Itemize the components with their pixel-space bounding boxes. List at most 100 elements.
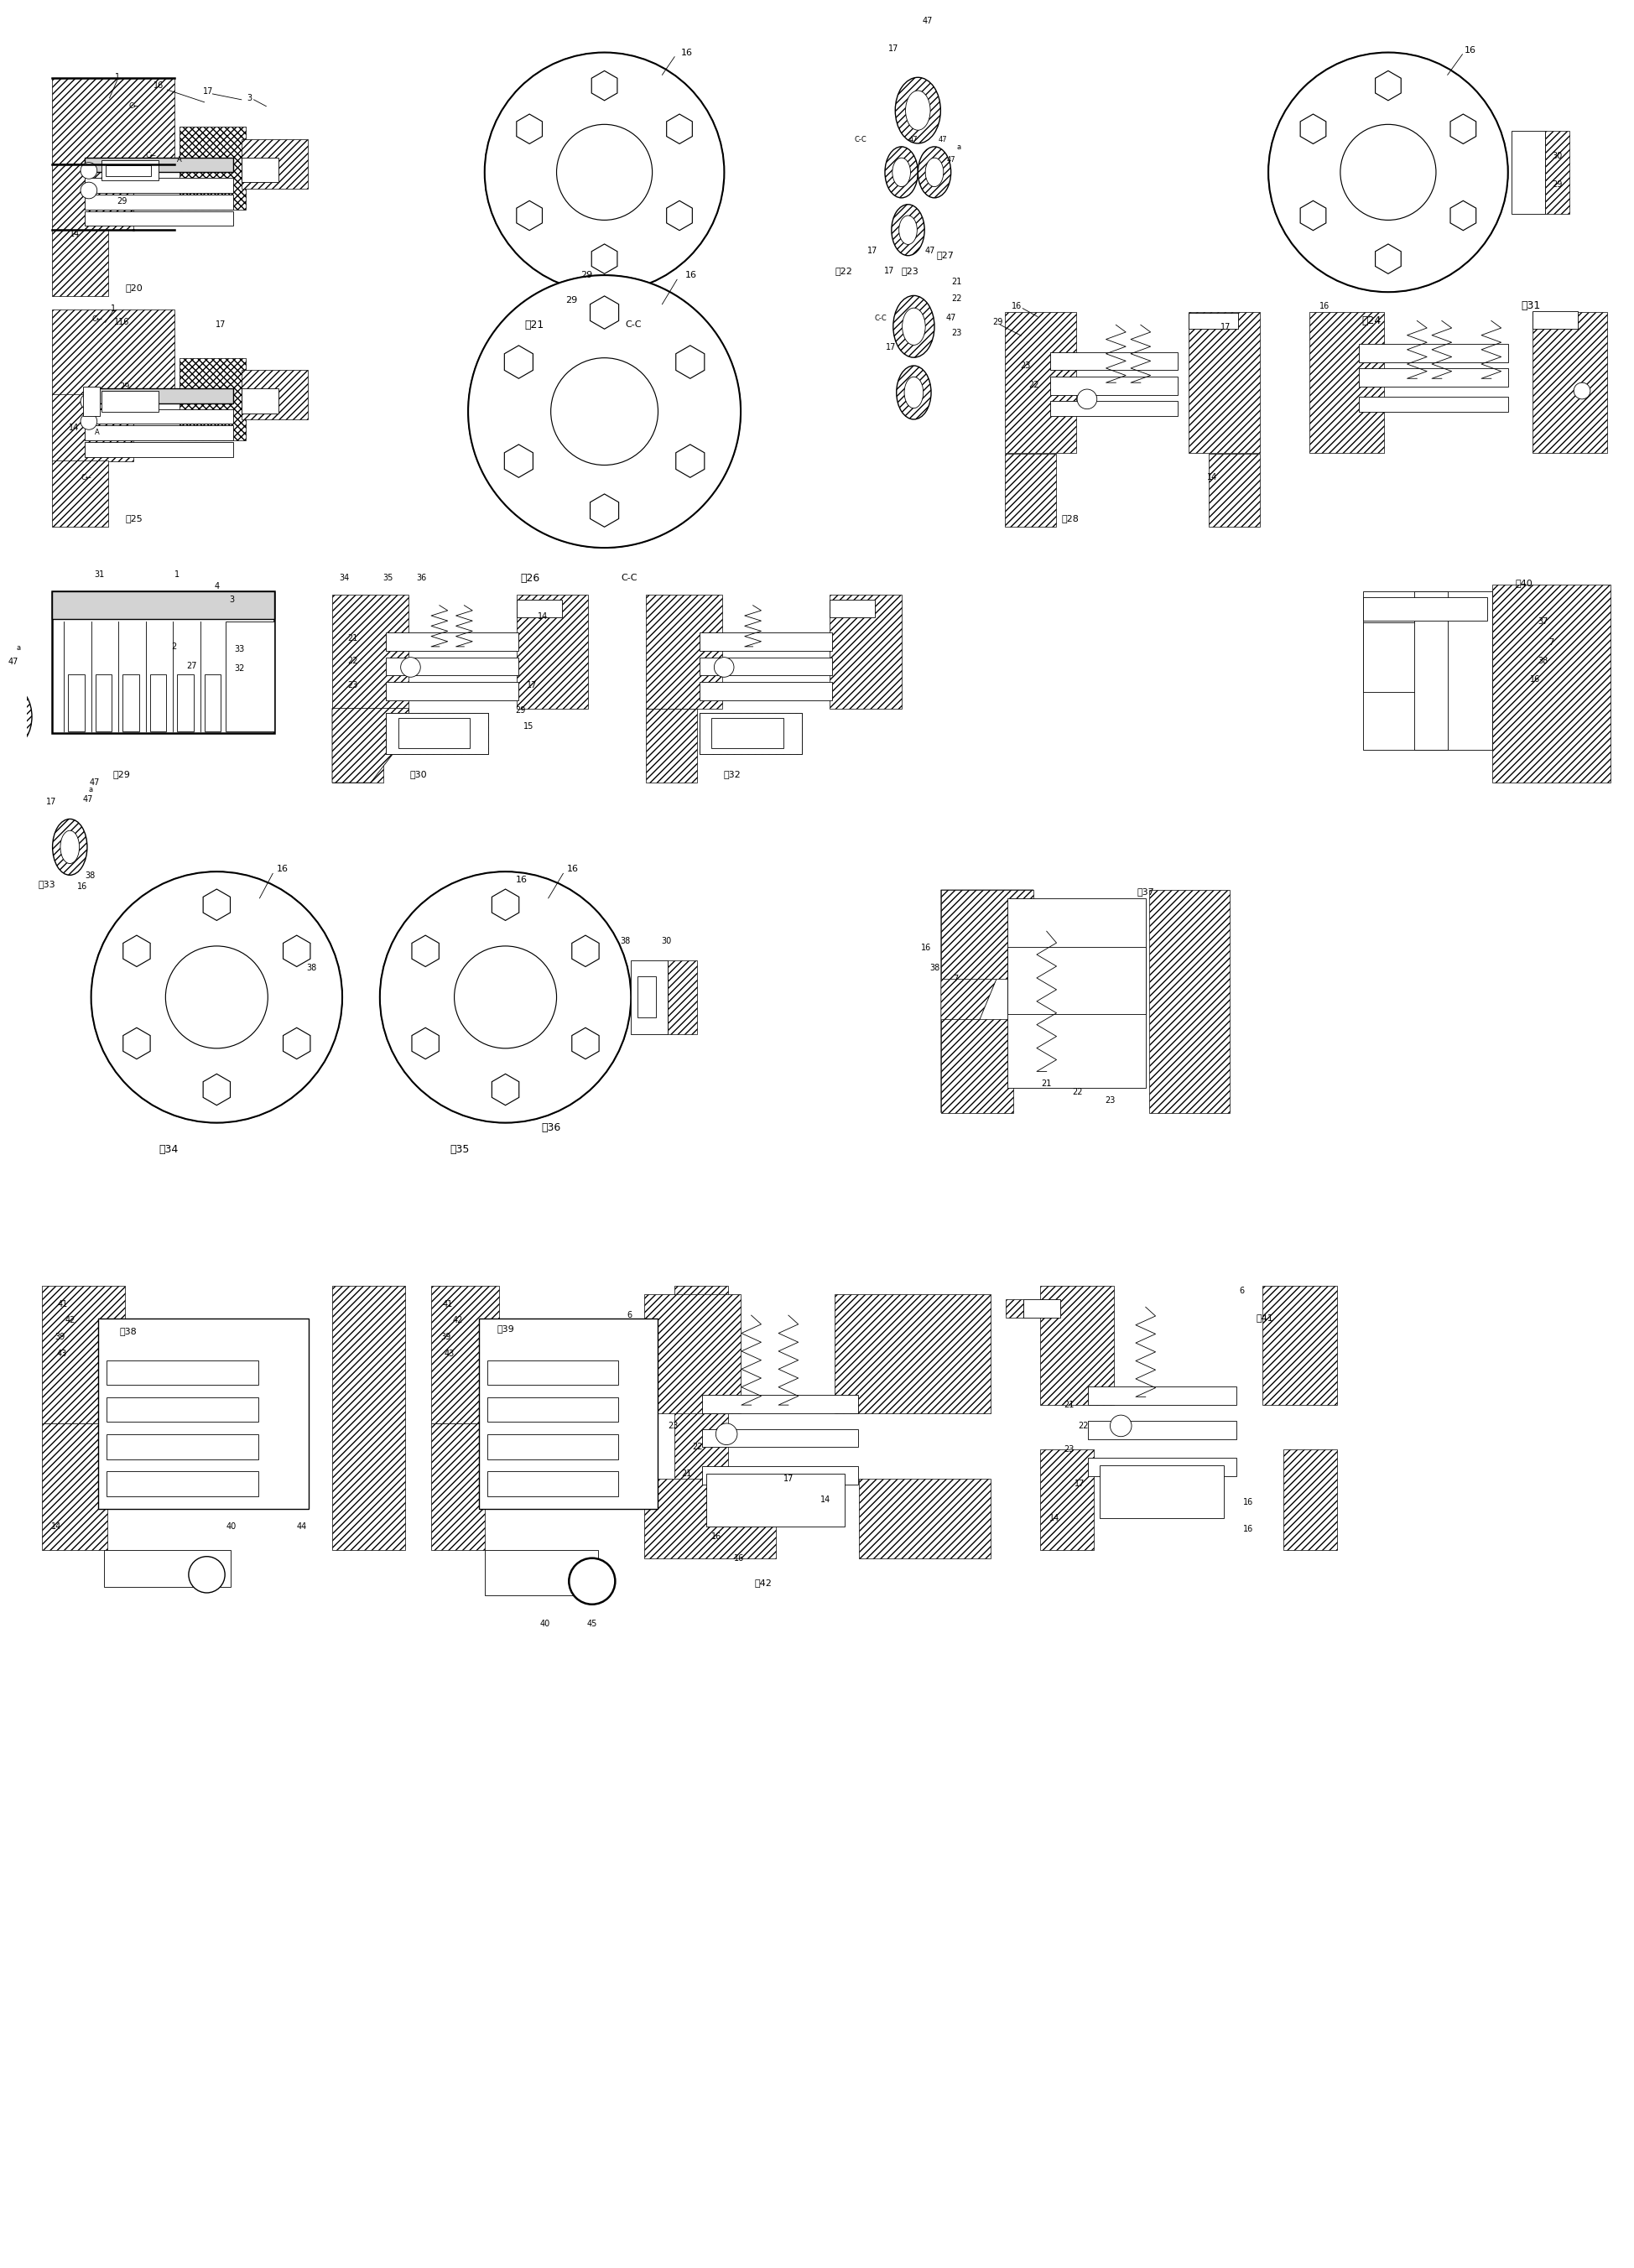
Bar [484,932,526,1061]
Text: 22: 22 [348,655,358,665]
Text: 1: 1 [111,304,116,313]
Bar [1359,345,1508,363]
Bar [1005,1300,1023,1318]
Polygon shape [283,934,310,966]
Text: 17: 17 [886,342,895,352]
Text: 图39: 图39 [497,1325,515,1334]
Bar [150,674,167,733]
Text: 16: 16 [1243,1499,1253,1506]
Circle shape [92,871,342,1123]
Text: 14: 14 [538,612,547,619]
Text: 17: 17 [783,1474,794,1483]
Text: A: A [176,156,181,163]
Bar [1415,592,1448,751]
Bar [1100,1465,1224,1517]
Bar [1088,1420,1237,1438]
Bar [101,390,158,411]
Text: 38: 38 [85,871,96,880]
Text: 29: 29 [993,318,1003,327]
Text: 16: 16 [276,864,289,873]
Text: 21: 21 [348,635,358,642]
Bar [644,1295,742,1413]
Text: 图37: 图37 [1137,887,1154,896]
Bar [830,594,902,708]
Text: 14: 14 [69,424,78,433]
Bar [85,177,234,193]
Bar [106,1433,258,1458]
Bar [1533,313,1606,454]
Text: 17: 17 [526,680,538,689]
Text: 17: 17 [216,320,225,329]
Text: 22: 22 [951,295,962,302]
Bar [1492,585,1611,782]
Bar [699,658,832,676]
Bar [645,594,722,708]
Bar [204,674,221,733]
Polygon shape [412,1027,440,1059]
Text: 43: 43 [444,1349,454,1359]
Circle shape [196,978,237,1016]
Bar [42,1424,108,1549]
Polygon shape [1376,70,1400,100]
Bar [85,211,234,227]
Circle shape [1340,125,1436,220]
Circle shape [454,946,557,1048]
Bar [1023,1300,1060,1318]
Bar [1511,132,1544,213]
Bar [485,1549,598,1594]
Bar [699,712,802,753]
Circle shape [80,413,96,429]
Bar [1005,454,1056,526]
Ellipse shape [52,819,87,875]
Bar [386,658,518,676]
Bar [152,975,281,1018]
Text: 17: 17 [884,268,894,274]
Text: 22: 22 [693,1442,703,1452]
Circle shape [716,1424,737,1445]
Polygon shape [941,889,1033,1114]
Bar [69,674,85,733]
Circle shape [1077,390,1096,408]
Circle shape [557,125,652,220]
Bar [487,1397,618,1422]
Text: 40: 40 [539,1619,551,1628]
Circle shape [80,181,96,200]
Text: 21: 21 [1064,1402,1074,1408]
Text: 47: 47 [925,247,936,254]
Text: 34: 34 [340,574,350,583]
Bar [386,633,518,651]
Text: 15: 15 [523,723,534,730]
Text: 31: 31 [95,572,105,578]
Text: 29: 29 [515,705,526,714]
Polygon shape [516,113,542,143]
Circle shape [80,392,96,411]
Text: 17: 17 [1221,322,1230,331]
Polygon shape [667,200,693,231]
Bar [225,621,275,733]
Text: 23: 23 [1064,1445,1074,1454]
Bar [1327,152,1449,193]
Polygon shape [1301,200,1327,231]
Bar [582,342,627,481]
Bar [487,1472,618,1497]
Text: 7: 7 [1549,637,1554,646]
Polygon shape [590,297,619,329]
Text: 23: 23 [1020,363,1031,370]
Text: A: A [95,429,100,435]
Bar [332,708,384,782]
Text: 图41: 图41 [1255,1313,1273,1322]
Bar [106,1397,258,1422]
Text: 14: 14 [70,229,80,238]
Bar [1088,1458,1237,1476]
Bar [52,229,108,297]
Bar [431,1286,500,1424]
Circle shape [1109,1415,1132,1436]
Text: 23: 23 [348,680,358,689]
Text: 47: 47 [938,136,948,143]
Polygon shape [676,345,704,379]
Text: 29: 29 [116,197,127,206]
Bar [479,1318,657,1508]
Bar [701,1395,858,1413]
Text: 6: 6 [626,1311,632,1320]
Bar [1039,1449,1093,1549]
